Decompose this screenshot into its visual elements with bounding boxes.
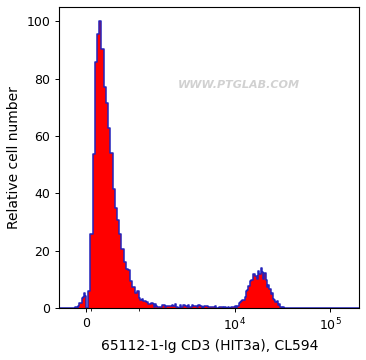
X-axis label: 65112-1-Ig CD3 (HIT3a), CL594: 65112-1-Ig CD3 (HIT3a), CL594 <box>101 339 318 353</box>
Y-axis label: Relative cell number: Relative cell number <box>7 86 21 229</box>
Text: WWW.PTGLAB.COM: WWW.PTGLAB.COM <box>178 80 300 90</box>
